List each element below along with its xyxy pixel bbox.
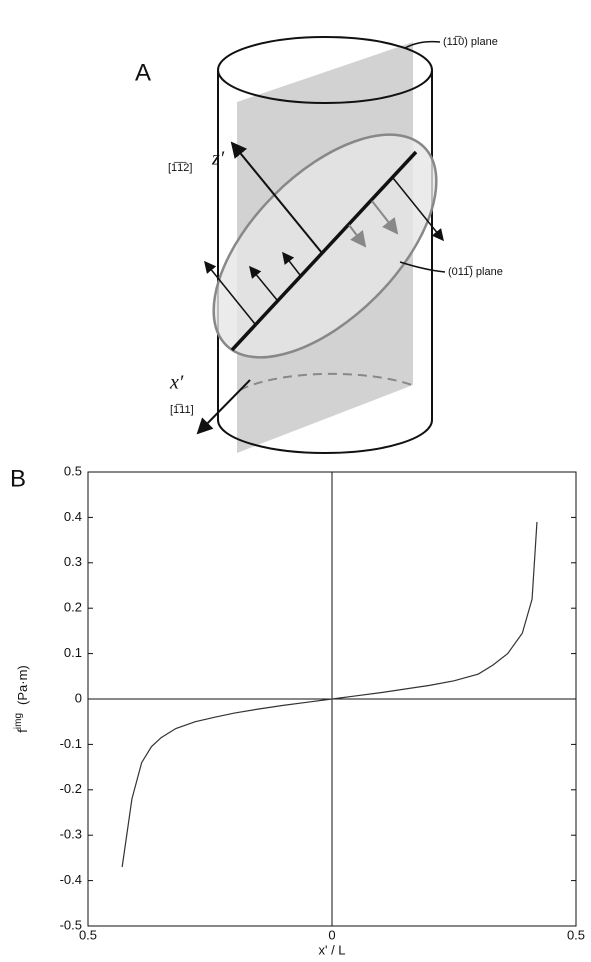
- y-tick-label: 0.2: [64, 600, 82, 615]
- diagram-a: A (11̅0) plane [1̅1̅2] z′ (011̅) plane x…: [135, 36, 503, 454]
- force-arrow: [282, 251, 301, 276]
- y-tick-label: -0.3: [60, 827, 82, 842]
- y-tick-label: -0.5: [60, 917, 82, 932]
- chart: -0.5 -0.4 -0.3 -0.2 -0.1 0 0.1 0.2 0.3 0.4 0.5 0.5 0…: [13, 463, 585, 957]
- y-tick-label: 0.3: [64, 554, 82, 569]
- axis-label: z′: [211, 148, 225, 170]
- y-tick-label: -0.4: [60, 872, 82, 887]
- y-tick-label: 0: [75, 690, 82, 705]
- axis-label: x′: [169, 372, 184, 394]
- data-line: [121, 521, 538, 868]
- x-tick-label: 0: [328, 927, 335, 942]
- direction-label: [1̅11]: [170, 404, 194, 416]
- leader: [399, 261, 446, 273]
- y-tick-label: 0.4: [64, 509, 82, 524]
- y-axis-label: fimg (Pa·m): [13, 665, 31, 732]
- force-arrow: [392, 177, 444, 242]
- cylinder-bottom: [217, 419, 433, 454]
- x-tick-label: 0.5: [567, 927, 585, 942]
- direction-label: [1̅1̅2]: [168, 162, 192, 174]
- plane-label: (11̅0) plane: [443, 36, 498, 48]
- z-axis-arrow: [230, 141, 323, 254]
- y-axis-label-unit: (Pa·m): [15, 665, 30, 705]
- y-tick-label: -0.1: [60, 736, 82, 751]
- panel-label: A: [135, 59, 151, 86]
- force-arrow: [348, 224, 367, 248]
- force-arrow: [204, 260, 256, 325]
- y-tick-label: 0.1: [64, 645, 82, 660]
- panel-label: B: [10, 465, 26, 492]
- hidden-edge: [239, 372, 413, 391]
- x-axis-label: x' / L: [318, 942, 345, 957]
- x-axis-arrow: [196, 379, 251, 435]
- leader: [404, 40, 441, 49]
- x-tick-label: 0.5: [79, 927, 97, 942]
- y-axis-label-base: f: [15, 729, 30, 733]
- y-tick-label: -0.2: [60, 781, 82, 796]
- force-arrow: [371, 200, 399, 235]
- dislocation-line: [230, 150, 418, 352]
- y-axis-label-sup: img: [13, 713, 24, 729]
- plane-label: (011̅) plane: [448, 266, 503, 278]
- force-arrow: [249, 265, 278, 301]
- y-tick-label: 0.5: [64, 463, 82, 478]
